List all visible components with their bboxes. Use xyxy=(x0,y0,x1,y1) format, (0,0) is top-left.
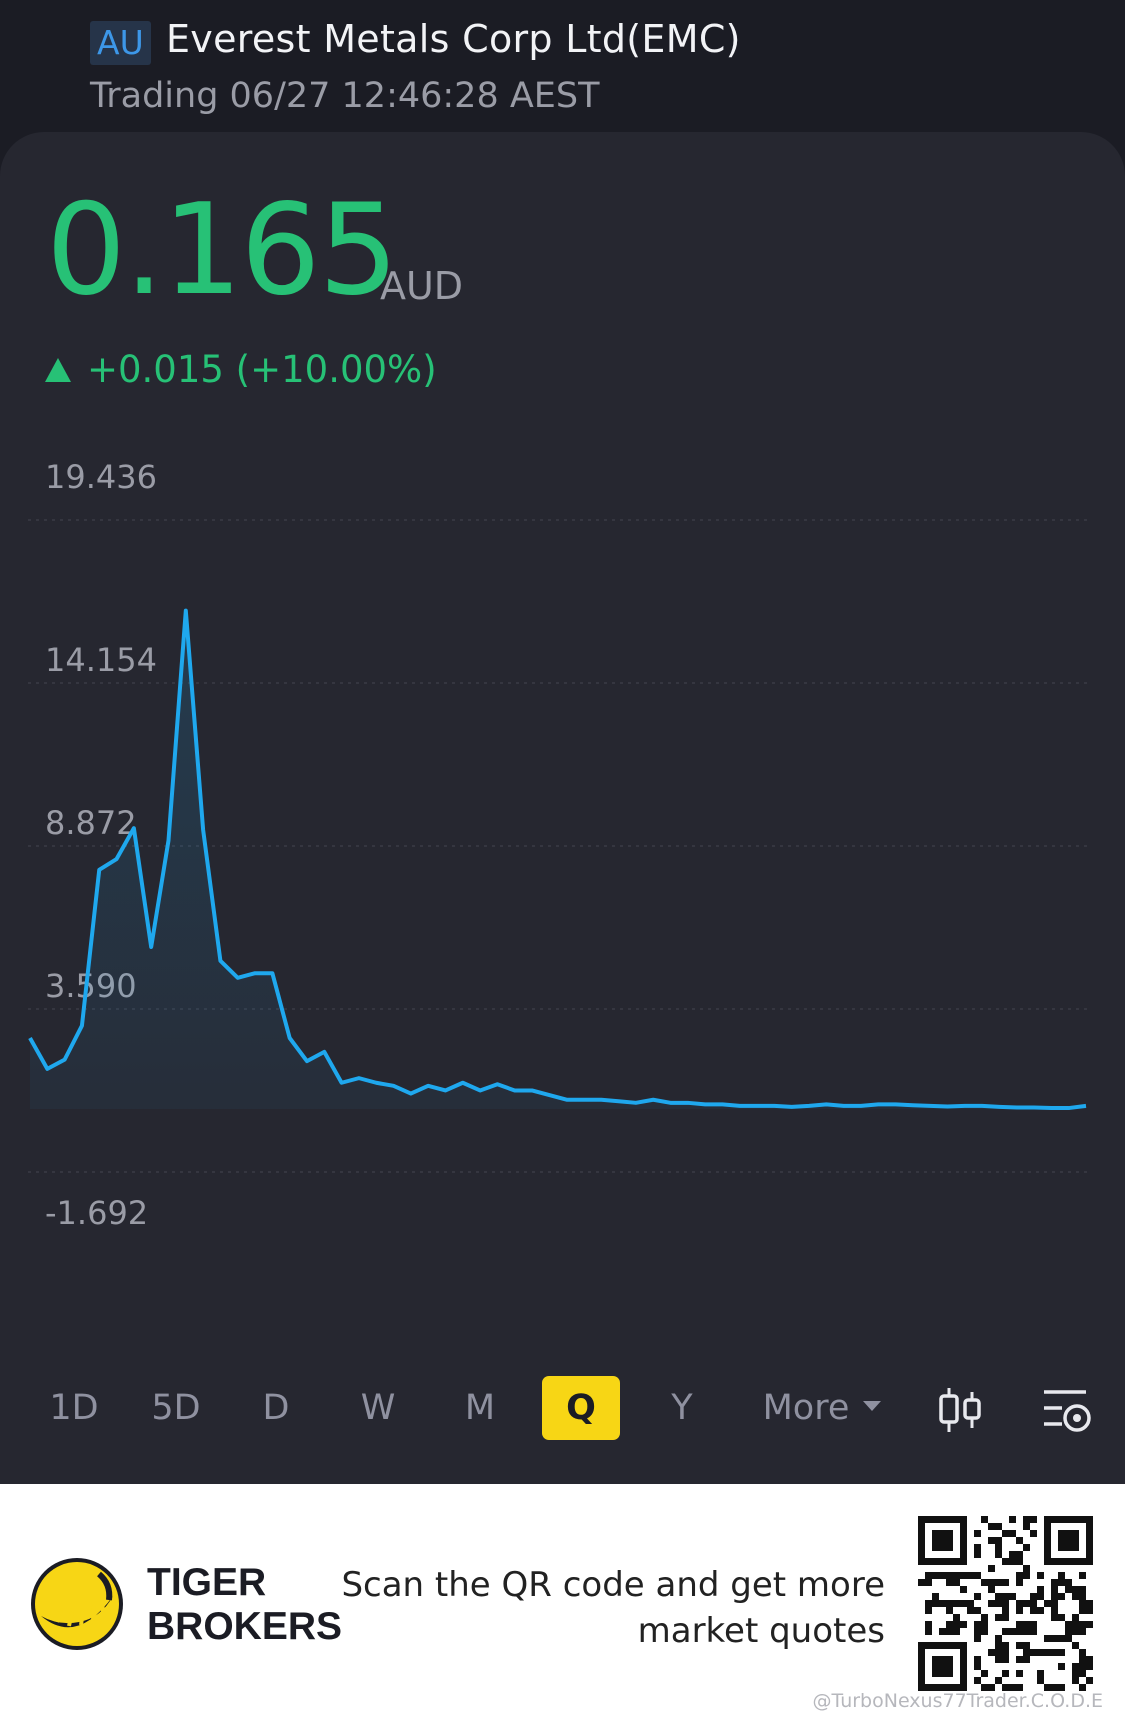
more-label: More xyxy=(762,1388,850,1428)
promo-line-1: Scan the QR code and get more xyxy=(341,1565,885,1605)
period-y[interactable]: Y xyxy=(671,1388,693,1428)
up-arrow-icon xyxy=(45,358,71,382)
market-badge: AU xyxy=(90,21,151,65)
footer-banner: TIGER BROKERS Scan the QR code and get m… xyxy=(0,1484,1125,1725)
watermark: @TurboNexus77Trader.C.O.D.E xyxy=(812,1690,1103,1712)
currency-label: AUD xyxy=(380,264,464,308)
trading-status: Trading 06/27 12:46:28 AEST xyxy=(90,76,600,116)
promo-line-2: market quotes xyxy=(637,1611,885,1651)
indicator-settings-icon[interactable] xyxy=(1040,1384,1092,1436)
brand-line-1: TIGER xyxy=(147,1561,267,1604)
y-tick-label: 14.154 xyxy=(45,641,157,679)
period-selector: 1D 5D D W M Q Y More xyxy=(0,1376,1125,1448)
period-q[interactable]: Q xyxy=(542,1376,620,1440)
promo-text: Scan the QR code and get more market quo… xyxy=(341,1562,885,1654)
tiger-brokers-logo xyxy=(31,1558,123,1650)
period-1d[interactable]: 1D xyxy=(49,1388,99,1428)
candlestick-icon[interactable] xyxy=(934,1384,986,1436)
price-area-fill xyxy=(30,610,1086,1109)
period-w[interactable]: W xyxy=(360,1388,396,1428)
more-periods-button[interactable]: More xyxy=(752,1376,892,1440)
price-change: +0.015 (+10.00%) xyxy=(87,348,437,391)
period-m[interactable]: M xyxy=(464,1388,496,1428)
caret-down-icon xyxy=(863,1401,882,1411)
last-price: 0.165 xyxy=(46,176,399,323)
qr-code xyxy=(918,1516,1093,1691)
quote-header: AU Everest Metals Corp Ltd(EMC) Trading … xyxy=(0,0,1125,132)
y-tick-label: -1.692 xyxy=(45,1194,148,1232)
y-tick-label: 19.436 xyxy=(45,458,157,496)
stock-title: Everest Metals Corp Ltd(EMC) xyxy=(166,17,741,61)
y-tick-label: 8.872 xyxy=(45,804,137,842)
period-5d[interactable]: 5D xyxy=(151,1388,201,1428)
brand-name: TIGER BROKERS xyxy=(147,1561,342,1649)
period-d[interactable]: D xyxy=(262,1388,290,1428)
price-line xyxy=(28,608,1087,1111)
brand-line-2: BROKERS xyxy=(147,1605,343,1648)
